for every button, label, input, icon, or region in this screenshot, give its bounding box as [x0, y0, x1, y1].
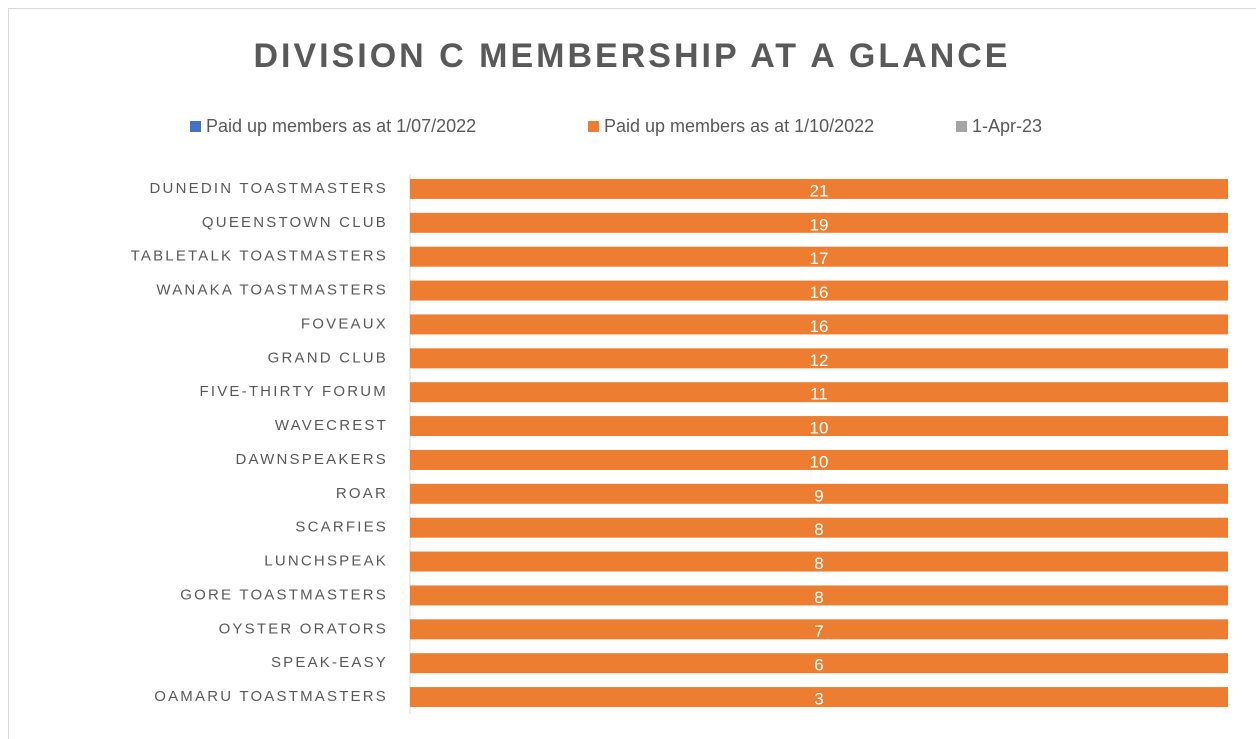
data-label: 9 [814, 486, 823, 505]
y-tick-label: GORE TOASTMASTERS [180, 586, 388, 603]
data-label: 6 [814, 656, 823, 675]
y-tick-label: OYSTER ORATORS [219, 620, 388, 637]
legend-label: Paid up members as at 1/07/2022 [206, 116, 476, 136]
legend-label: 1-Apr-23 [972, 116, 1042, 136]
data-label: 10 [810, 452, 829, 471]
y-tick-label: FIVE-THIRTY FORUM [199, 383, 388, 400]
bar [410, 314, 1228, 335]
y-tick-label: SCARFIES [295, 519, 388, 536]
data-label: 21 [810, 181, 829, 200]
data-label: 16 [810, 283, 829, 302]
y-tick-label: LUNCHSPEAK [264, 553, 388, 570]
y-tick-label: TABLETALK TOASTMASTERS [131, 248, 388, 265]
bar [410, 416, 1228, 437]
bar [410, 585, 1228, 606]
bar [410, 246, 1228, 267]
y-tick-label: SPEAK-EASY [271, 654, 388, 671]
y-tick-label: WAVECREST [275, 417, 388, 434]
legend-swatch [588, 121, 599, 132]
bar [410, 280, 1228, 301]
data-label: 12 [810, 351, 829, 370]
bar [410, 687, 1228, 708]
bar [410, 483, 1228, 504]
legend-swatch [956, 121, 967, 132]
chart-border [8, 8, 1256, 739]
y-tick-label: ROAR [336, 485, 388, 502]
bar [410, 382, 1228, 403]
data-label: 17 [810, 249, 829, 268]
legend-label: Paid up members as at 1/10/2022 [604, 116, 874, 136]
data-label: 8 [814, 588, 823, 607]
bar [410, 551, 1228, 572]
y-tick-label: DUNEDIN TOASTMASTERS [150, 180, 388, 197]
y-tick-label: QUEENSTOWN CLUB [202, 214, 388, 231]
data-label: 19 [810, 215, 829, 234]
bar [410, 178, 1228, 199]
data-label: 10 [810, 419, 829, 438]
bar [410, 517, 1228, 538]
data-label: 16 [810, 317, 829, 336]
bar [410, 449, 1228, 470]
y-tick-label: WANAKA TOASTMASTERS [156, 282, 388, 299]
legend-swatch [190, 121, 201, 132]
y-tick-label: OAMARU TOASTMASTERS [154, 688, 388, 705]
chart-title: DIVISION C MEMBERSHIP AT A GLANCE [253, 37, 1010, 75]
bar [410, 619, 1228, 640]
data-label: 8 [814, 520, 823, 539]
y-tick-label: DAWNSPEAKERS [235, 451, 388, 468]
data-label: 8 [814, 554, 823, 573]
bar [410, 348, 1228, 369]
bar [410, 212, 1228, 233]
data-label: 11 [810, 385, 828, 404]
bar [410, 653, 1228, 674]
data-label: 3 [814, 690, 823, 709]
y-tick-label: FOVEAUX [301, 315, 388, 332]
y-tick-label: GRAND CLUB [268, 349, 388, 366]
data-label: 7 [814, 622, 823, 641]
